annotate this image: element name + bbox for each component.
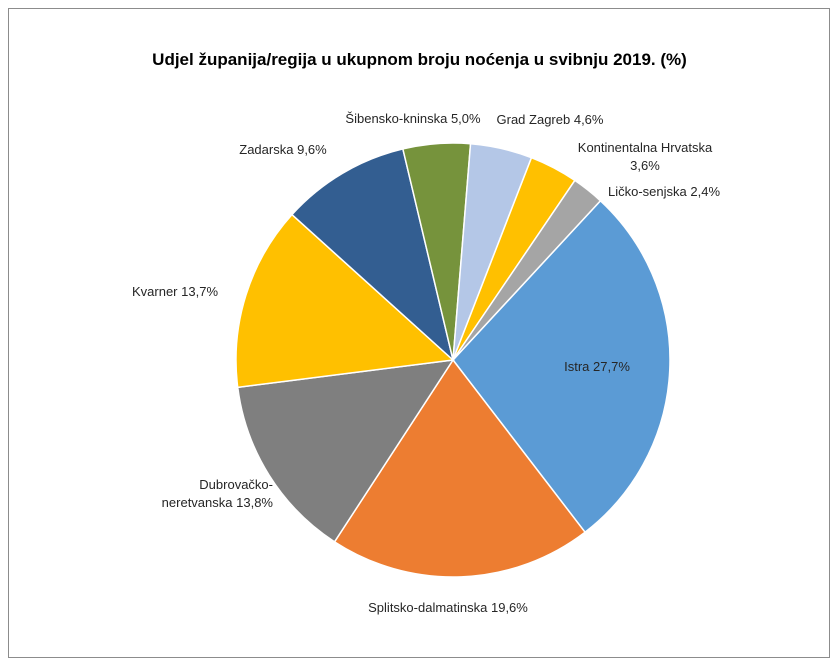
category-label: Ličko-senjska [607,184,687,199]
slice-label: Kontinentalna Hrvatska 3,6% [565,139,725,175]
pie-slice [236,359,455,543]
value-label: 13,7% [181,284,219,299]
slice-label: Splitsko-dalmatinska 19,6% [368,599,528,617]
pie-slice [290,147,455,363]
category-label: Šibensko-kninska [345,111,448,126]
slice-label: Dubrovačko-neretvanska 13,8% [143,476,273,512]
category-label: Splitsko-dalmatinska [368,600,488,615]
slice-label: Ličko-senjska 2,4% [608,183,720,201]
value-label: 27,7% [593,359,630,374]
value-label: 5,0% [450,111,481,126]
category-label: Istra [564,359,590,374]
chart-title: Udjel županija/regija u ukupnom broju no… [152,50,687,69]
slice-label: Istra 27,7% [564,358,630,376]
slice-label: Šibensko-kninska 5,0% [345,110,480,128]
category-label: Grad Zagreb [496,112,571,127]
category-label: Kvarner [131,284,178,299]
pie-slice [452,179,602,361]
pie-slice [452,199,671,534]
category-label: Kontinentalna Hrvatska [577,140,713,155]
value-label: 19,6% [490,600,528,615]
value-label: 2,4% [690,184,721,199]
value-label: 4,6% [573,112,604,127]
value-label: 13,8% [236,495,273,510]
pie-slice [333,358,587,578]
slice-label: Kvarner 13,7% [132,283,218,301]
slice-label: Zadarska 9,6% [239,141,326,159]
value-label: 9,6% [297,142,327,157]
pie-slice [235,213,455,389]
category-label: Zadarska [239,142,294,157]
value-label: 3,6% [630,158,660,173]
category-label: Dubrovačko-neretvanska [161,477,273,510]
slice-label: Grad Zagreb 4,6% [497,111,604,129]
